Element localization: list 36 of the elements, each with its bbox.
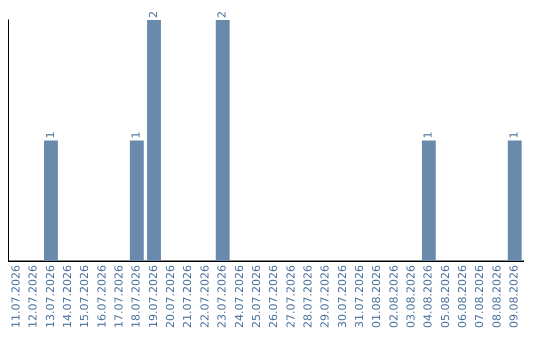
data-label: 1: [508, 132, 521, 139]
x-tick-label: 05.08.2026: [438, 265, 452, 328]
x-tick-label: 14.07.2026: [60, 265, 74, 328]
x-tick-label: 21.07.2026: [181, 265, 194, 328]
x-tick-label: 06.08.2026: [456, 265, 470, 328]
x-tick-label: 12.07.2026: [26, 265, 40, 328]
data-label: 2: [146, 11, 160, 18]
x-tick-label: 07.08.2026: [473, 265, 486, 328]
x-tick-label: 17.07.2026: [112, 265, 126, 328]
x-tick-label: 28.07.2026: [301, 265, 314, 328]
x-tick-label: 23.07.2026: [216, 265, 229, 328]
x-tick-label: 25.07.2026: [250, 265, 263, 328]
x-tick-label: 16.07.2026: [95, 265, 108, 328]
x-tick-label: 29.07.2026: [318, 265, 332, 328]
x-tick-label: 08.08.2026: [490, 265, 504, 328]
x-tick-label: 11.07.2026: [9, 265, 22, 328]
x-tick-label: 03.08.2026: [404, 265, 418, 328]
x-tick-label: 02.08.2026: [387, 265, 400, 328]
data-label: 1: [422, 132, 435, 139]
x-tick-label: 22.07.2026: [198, 265, 212, 328]
x-tick-label: 27.07.2026: [284, 265, 298, 328]
data-label: 1: [130, 132, 143, 139]
x-tick-label: 20.07.2026: [164, 265, 178, 328]
x-tick-label: 09.08.2026: [508, 265, 521, 328]
x-tick-label: 15.07.2026: [78, 265, 92, 328]
x-tick-label: 24.07.2026: [232, 265, 246, 328]
data-label: 1: [44, 132, 57, 139]
x-tick-label: 13.07.2026: [44, 265, 57, 328]
data-label: 2: [216, 11, 229, 18]
x-tick-label: 19.07.2026: [146, 265, 160, 328]
x-tick-label: 31.07.2026: [352, 265, 366, 328]
x-tick-label: 18.07.2026: [130, 265, 143, 328]
x-tick-label: 26.07.2026: [267, 265, 280, 328]
x-tick-label: 01.08.2026: [370, 265, 384, 328]
x-tick-label: 30.07.2026: [336, 265, 349, 328]
x-tick-label: 04.08.2026: [422, 265, 435, 328]
